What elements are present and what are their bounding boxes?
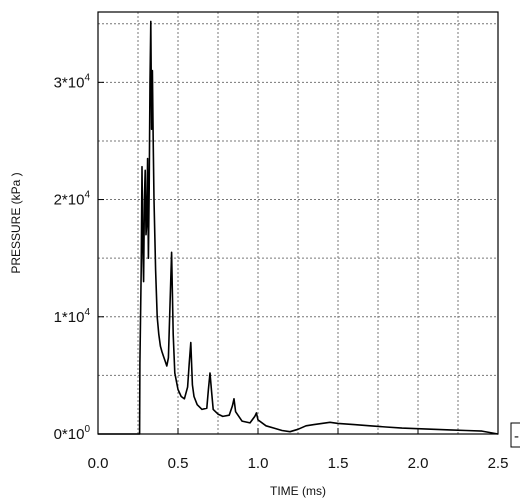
x-tick-label: 2.5 <box>488 455 509 472</box>
x-axis-label: TIME (ms) <box>270 484 326 498</box>
x-tick-label: 1.0 <box>248 455 269 472</box>
plot-frame <box>97 11 499 435</box>
y-tick-label: 0*100 <box>54 424 91 443</box>
legend-glyph: - <box>514 428 519 445</box>
legend-box <box>510 422 520 448</box>
grid <box>98 12 498 434</box>
series-line-pressure <box>98 20 499 435</box>
y-axis-ticks: 0*100 1*104 2*104 3*104 <box>54 72 104 443</box>
y-tick-label: 3*104 <box>54 72 91 91</box>
y-axis-label: PRESSURE (kPa ) <box>9 172 23 273</box>
legend-fragment: - <box>510 422 520 448</box>
y-tick-label: 1*104 <box>54 307 91 326</box>
x-tick-label: 0.0 <box>88 455 109 472</box>
x-tick-label: 2.0 <box>408 455 429 472</box>
x-axis-ticks: 0.0 0.5 1.0 1.5 2.0 2.5 <box>88 428 509 472</box>
x-tick-label: 0.5 <box>168 455 189 472</box>
x-tick-label: 1.5 <box>328 455 349 472</box>
y-tick-label: 2*104 <box>54 190 91 209</box>
